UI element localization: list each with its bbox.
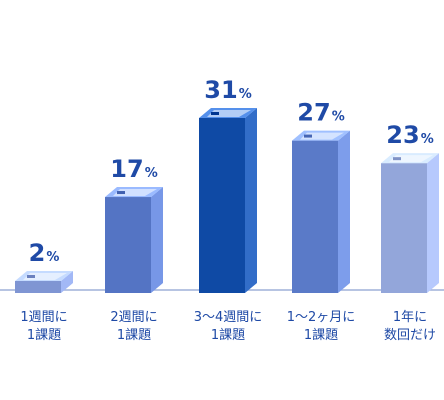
document-mark [393,157,401,161]
category-line: 1課題 [304,327,338,343]
value-label: 31% [204,76,251,104]
value-number: 31 [204,76,237,104]
category-line: 1課題 [117,327,151,343]
value-unit: % [332,110,345,125]
bar-front [292,140,338,293]
bar [199,108,257,293]
bar-side [427,153,439,293]
value-label: 27% [297,99,344,127]
category-line: 1〜2ヶ月に [287,310,356,325]
labels: 2% 1週間に 1課題 17% 2週間に 1課題 31% 3〜4週間に 1課題 27% 1〜2ヶ月に… [20,76,436,343]
bar [15,271,73,293]
value-number: 27 [297,99,330,127]
value-unit: % [46,250,59,265]
document-mark [27,275,35,278]
category-line: 1課題 [27,327,61,343]
document-mark [117,191,125,195]
document-icon [300,132,344,140]
value-number: 17 [110,155,143,183]
category-label: 1週間に 1課題 [20,310,67,343]
document-mark [304,134,312,138]
value-unit: % [239,87,252,102]
bars [15,108,439,293]
value-unit: % [145,166,158,181]
value-label: 23% [386,121,433,149]
bar-side [338,130,350,293]
value-label: 17% [110,155,157,183]
category-line: 数回だけ [384,328,436,343]
value-unit: % [421,132,434,147]
bar-front [199,118,245,293]
document-mark [211,112,219,115]
category-label: 1〜2ヶ月に 1課題 [287,310,356,343]
bar [381,153,439,293]
document-icon [207,110,251,117]
value-number: 2 [29,239,46,267]
document-icon [23,273,67,280]
value-number: 23 [386,121,419,149]
category-line: 1週間に [20,310,67,325]
bar-side [245,108,257,293]
category-line: 3〜4週間に [194,310,263,325]
bar-front [15,281,61,293]
category-label: 2週間に 1課題 [110,310,157,343]
category-line: 1年に [393,310,427,325]
document-icon [389,155,433,163]
bar [105,187,163,293]
bar [292,130,350,293]
value-label: 2% [29,239,60,267]
bar-side [151,187,163,293]
bar-front [105,197,151,293]
bar-side [61,271,73,293]
category-line: 2週間に [110,310,157,325]
category-line: 1課題 [211,327,245,343]
category-label: 3〜4週間に 1課題 [194,310,263,343]
bar-front [381,163,427,293]
document-icon [113,189,157,197]
category-label: 1年に数回だけ [384,310,436,343]
